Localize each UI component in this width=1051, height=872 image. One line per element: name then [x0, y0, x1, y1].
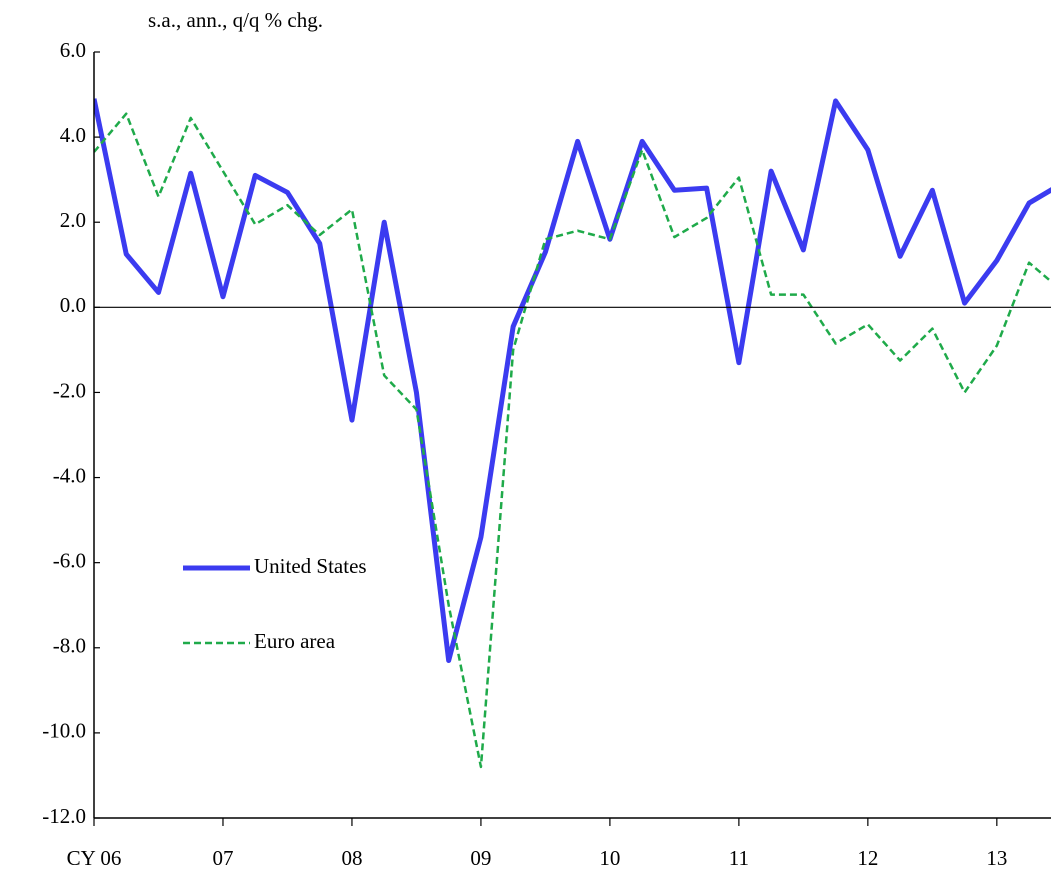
x-tick-label: 13 [986, 846, 1007, 870]
chart-title: s.a., ann., q/q % chg. [148, 8, 323, 32]
y-tick-label: 0.0 [60, 293, 86, 317]
y-tick-label: -12.0 [42, 804, 86, 828]
x-tick-label: 11 [729, 846, 749, 870]
y-tick-label: 2.0 [60, 208, 86, 232]
y-tick-label: -2.0 [53, 378, 86, 402]
y-tick-label: -8.0 [53, 634, 86, 658]
plot-area [94, 98, 1051, 769]
y-tick-label: 4.0 [60, 123, 86, 147]
x-tick-label: 08 [341, 846, 362, 870]
x-tick-label: 12 [857, 846, 878, 870]
series-line [94, 98, 1051, 664]
y-tick-label: 6.0 [60, 38, 86, 62]
x-tick-label: 07 [212, 846, 233, 870]
y-tick-label: -6.0 [53, 548, 86, 572]
x-tick-label: 09 [470, 846, 491, 870]
series-line [94, 112, 1051, 769]
legend-label: Euro area [254, 629, 336, 653]
y-tick-label: -4.0 [53, 463, 86, 487]
x-tick-label: 10 [599, 846, 620, 870]
legend-label: United States [254, 554, 367, 578]
y-tick-label: -10.0 [42, 719, 86, 743]
x-tick-label: CY 06 [67, 846, 122, 870]
